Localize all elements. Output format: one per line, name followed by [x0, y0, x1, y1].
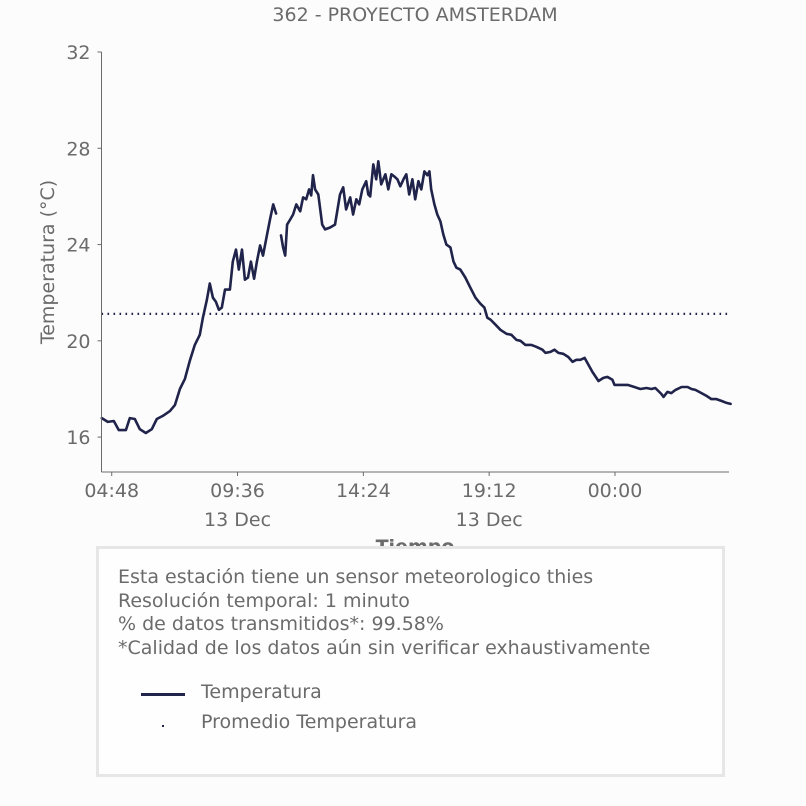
x-tick-label: 00:00 [588, 480, 643, 502]
x-tick-label: 14:24 [336, 480, 391, 502]
temperature-line-segment [279, 160, 732, 406]
x-axis: 04:48 09:36 13 Dec 14:24 19:12 13 Dec 00:00 [84, 471, 729, 531]
chart-title: 362 - PROYECTO AMSTERDAM [272, 4, 557, 26]
x-tick-date-label: 13 Dec [204, 509, 271, 531]
y-axis: 16 20 24 28 32 [66, 42, 102, 472]
info-line-transmitted: % de datos transmitidos*: 99.58% [118, 613, 444, 635]
plot-area [100, 160, 732, 435]
legend-dot-icon [162, 725, 164, 727]
info-line-resolution: Resolución temporal: 1 minuto [118, 589, 410, 612]
legend-label-temperatura: Temperatura [201, 681, 322, 703]
x-tick-label: 04:48 [84, 480, 139, 502]
x-tick-date-label: 13 Dec [456, 509, 523, 531]
legend-label-promedio: Promedio Temperatura [201, 711, 418, 733]
info-line-sensor: Esta estación tiene un sensor meteorolog… [118, 566, 594, 588]
y-tick-label: 24 [66, 235, 90, 257]
y-tick-label: 20 [66, 331, 90, 353]
x-tick-label: 09:36 [210, 480, 265, 502]
y-tick-label: 32 [66, 42, 90, 64]
station-info: Esta estación tiene un sensor meteorolog… [118, 566, 650, 660]
temperature-line-segment [100, 203, 278, 435]
y-tick-label: 28 [66, 138, 90, 160]
x-tick-label: 19:12 [462, 480, 517, 502]
info-legend-box: Esta estación tiene un sensor meteorolog… [96, 546, 725, 777]
y-tick-label: 16 [66, 427, 90, 449]
info-line-quality-note: *Calidad de los datos aún sin verificar … [118, 636, 651, 659]
legend-solid-line-icon [141, 693, 185, 696]
y-axis-label: Temperatura (°C) [37, 180, 59, 345]
